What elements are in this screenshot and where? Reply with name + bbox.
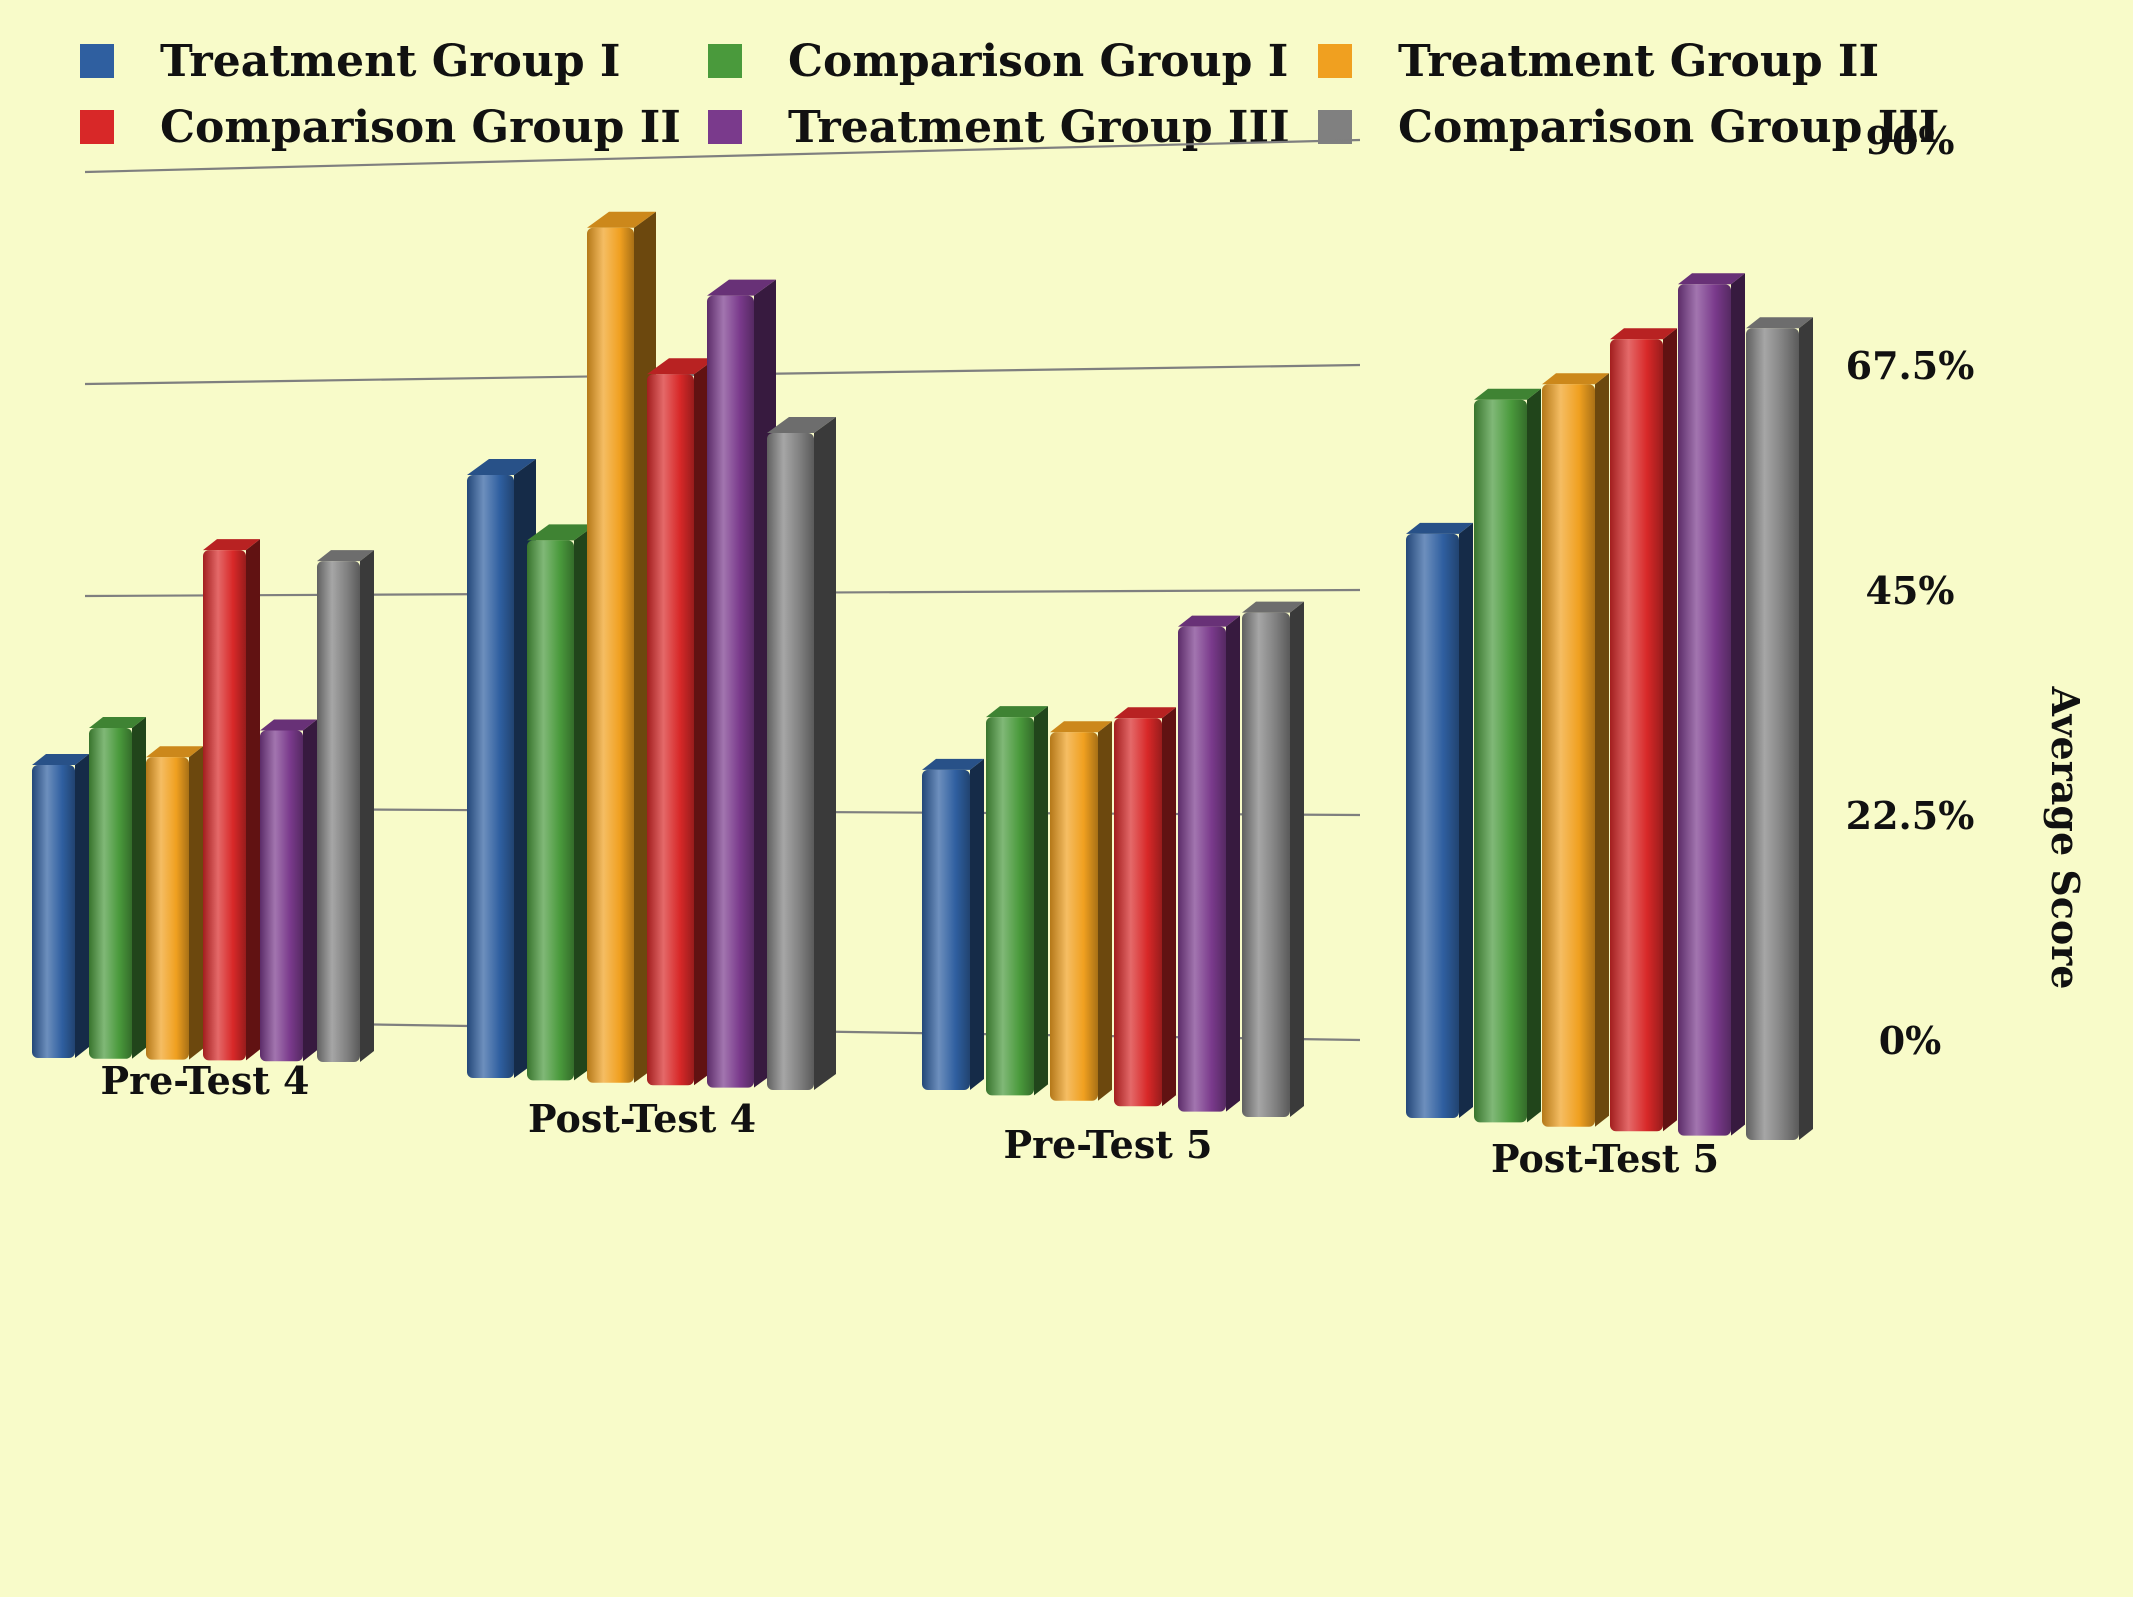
legend-label: Comparison Group II: [160, 101, 681, 153]
bar-top: [1610, 328, 1677, 340]
x-category-label: Pre-Test 4: [101, 1058, 310, 1103]
y-tick-label: 67.5%: [1846, 343, 1975, 388]
legend-swatch: [708, 44, 742, 78]
legend-label: Comparison Group I: [788, 35, 1289, 87]
bar-top: [986, 706, 1048, 718]
legend-swatch: [1318, 110, 1352, 144]
legend-label: Treatment Group II: [1398, 35, 1880, 87]
legend-swatch: [80, 110, 114, 144]
bar: [647, 374, 694, 1086]
bar-side: [1034, 706, 1048, 1096]
bar: [767, 433, 814, 1090]
bar: [1114, 718, 1162, 1107]
bar-top: [203, 539, 260, 551]
bar: [1542, 384, 1595, 1127]
legend-label: Comparison Group III: [1398, 101, 1940, 153]
bar-top: [1114, 707, 1176, 719]
legend-item-treatment-group-ii: Treatment Group II: [1318, 36, 1879, 87]
bar: [317, 561, 360, 1062]
bar-side: [1459, 522, 1473, 1118]
bar-top: [767, 417, 836, 433]
legend-swatch: [80, 44, 114, 78]
bar-side: [1226, 615, 1240, 1112]
bar-top: [89, 717, 146, 729]
bar-top: [260, 719, 317, 731]
legend-swatch: [708, 110, 742, 144]
bar: [527, 540, 574, 1081]
legend-item-comparison-group-i: Comparison Group I: [708, 35, 1318, 87]
bar-top: [1746, 317, 1813, 329]
bar-side: [303, 719, 317, 1062]
bar-top: [32, 754, 89, 766]
bar-side: [1799, 317, 1813, 1140]
bar-top: [922, 758, 984, 770]
bar-top: [1178, 615, 1240, 627]
bar-side: [1595, 373, 1609, 1127]
bar-side: [814, 417, 836, 1090]
bar-top: [707, 279, 776, 296]
y-tick-label: 45%: [1866, 568, 1955, 613]
bar-side: [1731, 273, 1745, 1136]
bar: [1178, 626, 1226, 1112]
gridline: [84, 138, 1361, 174]
bar: [1746, 328, 1799, 1140]
bar-top: [146, 746, 203, 758]
y-tick-label: 0%: [1879, 1018, 1942, 1063]
y-axis-title: Average Score: [2043, 686, 2088, 990]
bar-top: [647, 358, 716, 375]
bar: [587, 227, 634, 1083]
bar: [1678, 284, 1731, 1136]
bar-side: [246, 539, 260, 1061]
bar-top: [1242, 601, 1304, 613]
bar: [1610, 339, 1663, 1132]
bar-top: [1050, 721, 1112, 733]
x-category-label: Post-Test 5: [1491, 1136, 1719, 1181]
legend: Treatment Group I Comparison Group I Tre…: [80, 35, 1939, 153]
bars: [32, 211, 1813, 1140]
bar: [986, 717, 1034, 1096]
bar-top: [1474, 388, 1541, 400]
bar: [1406, 533, 1459, 1118]
bar: [1474, 399, 1527, 1123]
bar-top: [1542, 373, 1609, 385]
bar: [922, 769, 970, 1090]
bar-side: [1527, 388, 1541, 1123]
bar: [146, 757, 189, 1060]
bar-top: [317, 550, 374, 562]
bar-side: [1098, 721, 1112, 1101]
bar-side: [1162, 707, 1176, 1107]
bar-top: [1406, 522, 1473, 534]
bar: [89, 728, 132, 1059]
bar-side: [360, 550, 374, 1062]
bar-side: [189, 746, 203, 1060]
bar-top: [587, 211, 656, 228]
bar-side: [1663, 328, 1677, 1132]
bar: [1242, 612, 1290, 1117]
bar: [203, 550, 246, 1061]
bar-top: [1678, 273, 1745, 285]
bar-side: [132, 717, 146, 1059]
legend-item-treatment-group-i: Treatment Group I: [80, 35, 708, 87]
legend-item-comparison-group-ii: Comparison Group II: [80, 101, 708, 153]
legend-swatch: [1318, 44, 1352, 78]
bar-top: [527, 524, 596, 541]
bar: [467, 475, 514, 1078]
x-category-label: Post-Test 4: [528, 1096, 756, 1141]
bar: [1050, 732, 1098, 1101]
legend-label: Treatment Group I: [160, 35, 621, 87]
legend-item-comparison-group-iii: Comparison Group III: [1318, 102, 1939, 153]
bar-side: [970, 758, 984, 1090]
x-category-label: Pre-Test 5: [1004, 1122, 1213, 1167]
bar-top: [467, 459, 536, 475]
bar-side: [75, 754, 89, 1058]
labels: 0% 22.5% 45% 67.5% 90% Pre-Test 4 Post-Test 4 P…: [101, 118, 1975, 1181]
y-tick-label: 22.5%: [1846, 793, 1975, 838]
y-tick-label: 90%: [1866, 118, 1955, 163]
bar: [260, 730, 303, 1062]
bar: [32, 765, 75, 1058]
bar-side: [1290, 601, 1304, 1117]
bar: [707, 295, 754, 1088]
